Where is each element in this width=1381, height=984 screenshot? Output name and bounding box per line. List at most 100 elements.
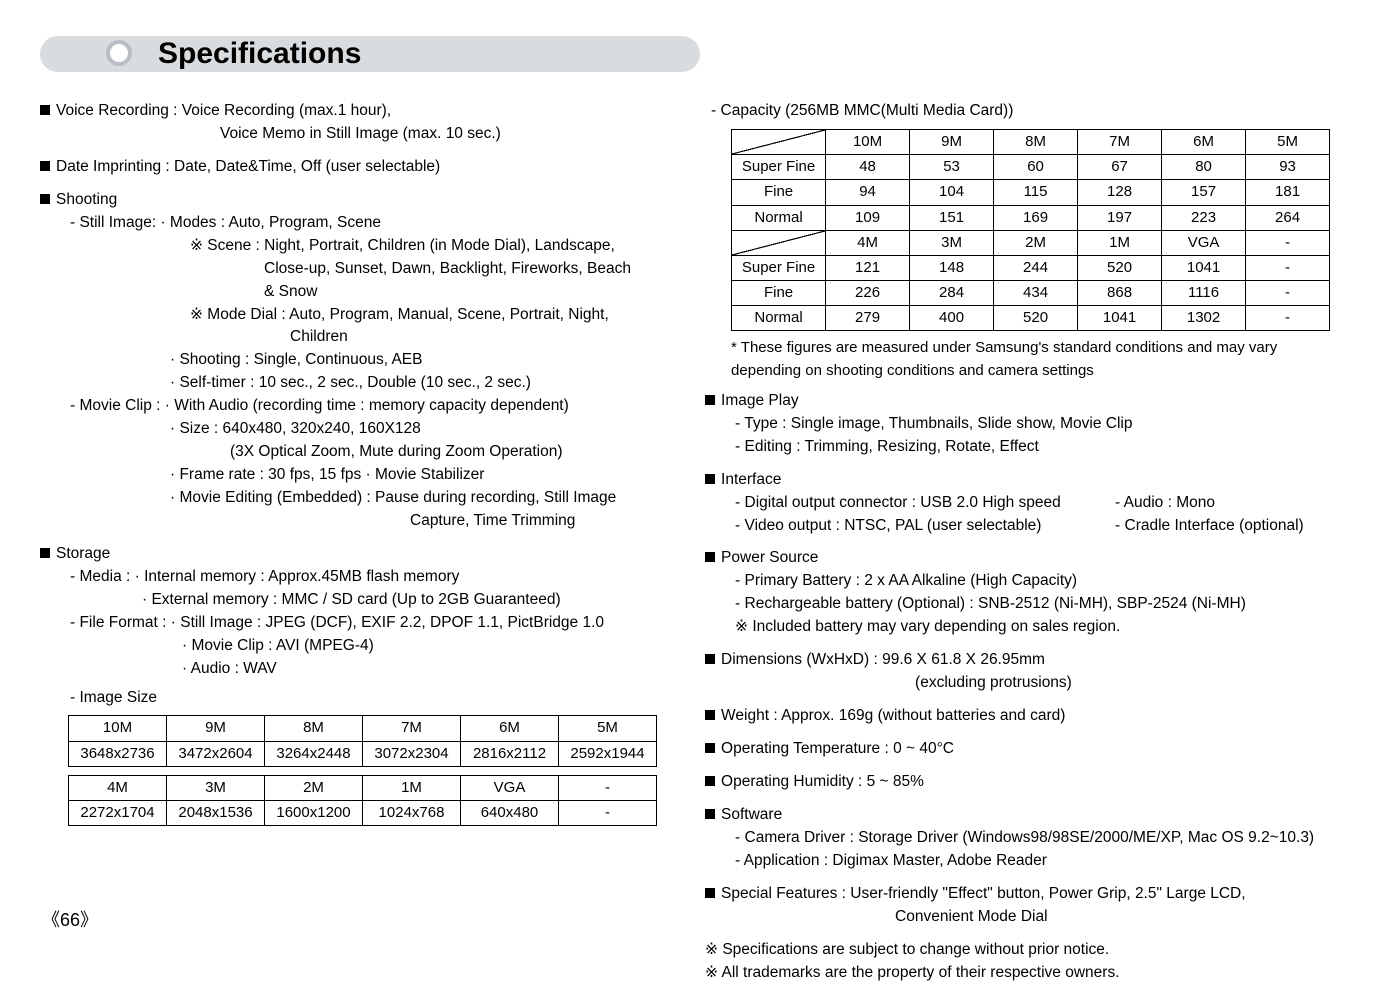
- file-movie: Movie Clip : AVI (MPEG-4): [191, 637, 373, 654]
- image-play-edit: - Editing : Trimming, Resizing, Rotate, …: [705, 436, 1341, 459]
- table-cell: 284: [910, 281, 994, 306]
- table-row: Normal109151169197223264: [732, 205, 1330, 230]
- operating-temperature: Operating Temperature : 0 ~ 40°C: [721, 740, 954, 757]
- media-external: External memory : MMC / SD card (Up to 2…: [151, 591, 560, 608]
- image-size-table-1: 10M9M8M7M6M5M 3648x27363472x26043264x244…: [68, 715, 657, 766]
- table-cell: 2272x1704: [69, 801, 167, 826]
- title-band: Specifications: [40, 30, 700, 78]
- table-header-cell: 7M: [1078, 129, 1162, 154]
- table-row-header: Super Fine: [732, 255, 826, 280]
- table-cell: 244: [994, 255, 1078, 280]
- table-cell: 1302: [1162, 306, 1246, 331]
- special-features: Special Features : User-friendly "Effect…: [721, 885, 1246, 902]
- table-header-cell: 10M: [826, 129, 910, 154]
- table-cell: 157: [1162, 180, 1246, 205]
- movie-edit-line2: Capture, Time Trimming: [40, 510, 661, 533]
- table-cell: -: [1246, 306, 1330, 331]
- table-row: Super Fine1211482445201041-: [732, 255, 1330, 280]
- table-header-cell: 5M: [559, 716, 657, 741]
- table-cell: 2816x2112: [461, 741, 559, 766]
- table-cell: 151: [910, 205, 994, 230]
- table-cell: 80: [1162, 155, 1246, 180]
- bullet-icon: [705, 740, 721, 757]
- bullet-icon: [705, 806, 721, 823]
- power-source: Power Source: [721, 549, 818, 566]
- bullet-icon: [40, 191, 56, 208]
- table-cell: 67: [1078, 155, 1162, 180]
- movie-size: Size : 640x480, 320x240, 160X128: [179, 420, 420, 437]
- disclaimer-2: All trademarks are the property of their…: [722, 964, 1120, 981]
- scene-line3: & Snow: [40, 281, 661, 304]
- bullet-icon: [40, 545, 56, 562]
- interface: Interface: [721, 471, 781, 488]
- table-cell: 3472x2604: [167, 741, 265, 766]
- software-driver: - Camera Driver : Storage Driver (Window…: [705, 827, 1341, 850]
- special-features-line2: Convenient Mode Dial: [705, 906, 1341, 929]
- table-row-header: Fine: [732, 180, 826, 205]
- table-cell: 400: [910, 306, 994, 331]
- table-header-cell: 9M: [167, 716, 265, 741]
- table-cell: 434: [994, 281, 1078, 306]
- table-cell: 197: [1078, 205, 1162, 230]
- mode-dial-line2: Children: [40, 326, 661, 349]
- weight: Weight : Approx. 169g (without batteries…: [721, 707, 1065, 724]
- file-format: - File Format : · Still Image : JPEG (DC…: [40, 612, 661, 635]
- frame-rate: Frame rate : 30 fps, 15 fps · Movie Stab…: [179, 466, 484, 483]
- scene-line1: Scene : Night, Portrait, Children (in Mo…: [207, 237, 615, 254]
- bullet-icon: [705, 471, 721, 488]
- ref-icon: [705, 941, 722, 958]
- table-header-cell: 4M: [826, 230, 910, 255]
- table-header-cell: 8M: [994, 129, 1078, 154]
- table-header-cell: 7M: [363, 716, 461, 741]
- diagonal-icon: [732, 231, 825, 255]
- table-header-cell: VGA: [461, 775, 559, 800]
- dimensions: Dimensions (WxHxD) : 99.6 X 61.8 X 26.95…: [721, 651, 1045, 668]
- table-cell: 181: [1246, 180, 1330, 205]
- movie-zoom: (3X Optical Zoom, Mute during Zoom Opera…: [40, 441, 661, 464]
- movie-clip: - Movie Clip : · With Audio (recording t…: [40, 395, 661, 418]
- power-recharge: - Rechargeable battery (Optional) : SNB-…: [705, 593, 1341, 616]
- table-header-cell: 1M: [1078, 230, 1162, 255]
- capacity-title: - Capacity (256MB MMC(Multi Media Card)): [711, 100, 1341, 123]
- self-timer: Self-timer : 10 sec., 2 sec., Double (10…: [179, 374, 530, 391]
- bullet-icon: [40, 158, 56, 175]
- table-cell: 169: [994, 205, 1078, 230]
- table-row: Super Fine485360678093: [732, 155, 1330, 180]
- table-cell: -: [1246, 281, 1330, 306]
- if-audio: - Audio : Mono: [1115, 492, 1215, 515]
- table-row: Normal27940052010411302-: [732, 306, 1330, 331]
- table-header-cell: 3M: [910, 230, 994, 255]
- table-cell: 148: [910, 255, 994, 280]
- table-row-header: Super Fine: [732, 155, 826, 180]
- table-cell: 48: [826, 155, 910, 180]
- ref-icon: [190, 306, 207, 323]
- power-note: Included battery may vary depending on s…: [752, 618, 1120, 635]
- table-cell: 3648x2736: [69, 741, 167, 766]
- table-header-cell: VGA: [1162, 230, 1246, 255]
- table-cell: 640x480: [461, 801, 559, 826]
- table-cell: 223: [1162, 205, 1246, 230]
- page-number: 66: [42, 906, 98, 932]
- table-row: Fine2262844348681116-: [732, 281, 1330, 306]
- table-cell: -: [1246, 255, 1330, 280]
- voice-recording-line2: Voice Memo in Still Image (max. 10 sec.): [40, 123, 661, 146]
- table-cell: 1024x768: [363, 801, 461, 826]
- voice-recording: Voice Recording : Voice Recording (max.1…: [56, 102, 391, 119]
- table-row-header: Normal: [732, 205, 826, 230]
- table-header-cell: -: [1246, 230, 1330, 255]
- table-cell: 121: [826, 255, 910, 280]
- ref-icon: [735, 618, 752, 635]
- image-size-table-2: 4M3M2M1MVGA- 2272x17042048x15361600x1200…: [68, 775, 657, 826]
- table-header-cell: -: [559, 775, 657, 800]
- table-cell: 2048x1536: [167, 801, 265, 826]
- table-header-cell: 2M: [994, 230, 1078, 255]
- table-header-cell: 1M: [363, 775, 461, 800]
- bullet-icon: [705, 707, 721, 724]
- table-header-cell: 8M: [265, 716, 363, 741]
- table-header-cell: 10M: [69, 716, 167, 741]
- table-cell: 520: [994, 306, 1078, 331]
- capacity-footnote: * These figures are measured under Samsu…: [731, 337, 1341, 381]
- mode-dial-line1: Mode Dial : Auto, Program, Manual, Scene…: [207, 306, 608, 323]
- ref-icon: [705, 964, 721, 981]
- table-row-header: Fine: [732, 281, 826, 306]
